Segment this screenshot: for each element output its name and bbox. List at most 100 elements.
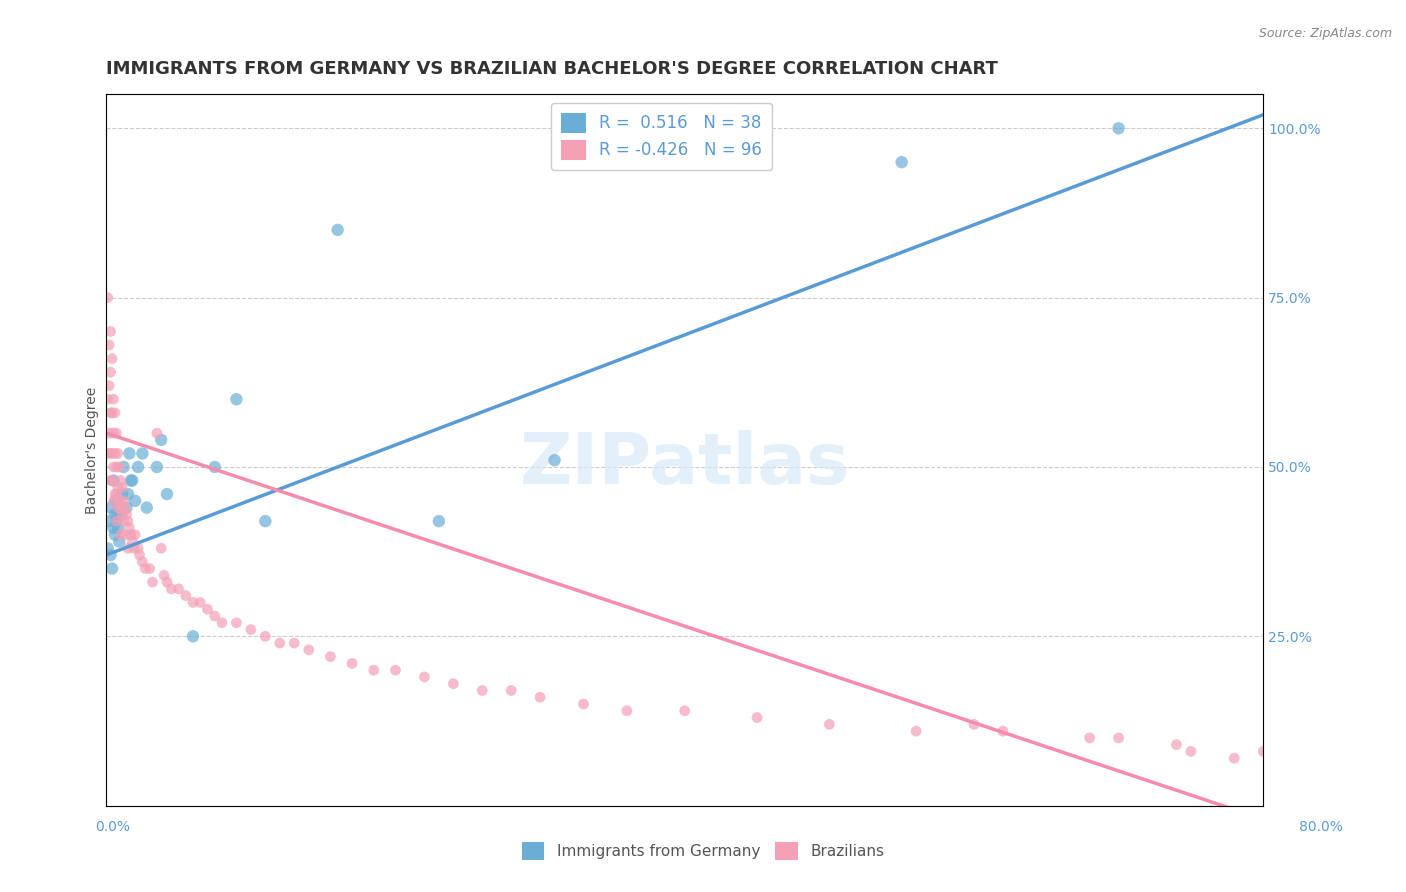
Point — [118, 521, 141, 535]
Text: 0.0%: 0.0% — [96, 821, 131, 834]
Point — [107, 480, 129, 494]
Point — [115, 500, 138, 515]
Point — [104, 527, 127, 541]
Point — [108, 534, 131, 549]
Point — [117, 514, 139, 528]
Point — [384, 663, 406, 677]
Point — [269, 636, 291, 650]
Point — [326, 223, 349, 237]
Point — [103, 460, 125, 475]
Point — [103, 474, 125, 488]
Point — [101, 406, 124, 420]
Point — [153, 568, 176, 582]
Point — [890, 155, 912, 169]
Point — [673, 704, 696, 718]
Point — [97, 446, 120, 460]
Point — [501, 683, 523, 698]
Point — [111, 508, 134, 522]
Point — [110, 527, 132, 541]
Point — [105, 514, 128, 528]
Point — [122, 541, 145, 556]
Point — [1108, 731, 1130, 745]
Legend: Immigrants from Germany, Brazilians: Immigrants from Germany, Brazilians — [516, 836, 890, 866]
Point — [124, 527, 146, 541]
Point — [97, 541, 120, 556]
Point — [818, 717, 841, 731]
Point — [141, 575, 163, 590]
Point — [150, 433, 173, 447]
Point — [167, 582, 190, 596]
Point — [100, 446, 122, 460]
Point — [100, 548, 122, 562]
Point — [100, 500, 122, 515]
Point — [150, 541, 173, 556]
Point — [98, 378, 121, 392]
Point — [572, 697, 595, 711]
Point — [101, 351, 124, 366]
Point — [225, 615, 247, 630]
Point — [103, 392, 125, 407]
Point — [1180, 744, 1202, 758]
Point — [471, 683, 494, 698]
Point — [1078, 731, 1101, 745]
Point — [181, 629, 204, 643]
Point — [97, 291, 120, 305]
Point — [108, 460, 131, 475]
Point — [100, 365, 122, 379]
Point — [745, 710, 768, 724]
Point — [181, 595, 204, 609]
Text: Source: ZipAtlas.com: Source: ZipAtlas.com — [1258, 27, 1392, 40]
Point — [363, 663, 385, 677]
Point — [239, 623, 262, 637]
Point — [105, 514, 128, 528]
Point — [127, 460, 149, 475]
Point — [121, 474, 143, 488]
Point — [115, 508, 138, 522]
Text: 80.0%: 80.0% — [1299, 821, 1343, 834]
Point — [105, 493, 128, 508]
Point — [283, 636, 305, 650]
Point — [107, 521, 129, 535]
Text: IMMIGRANTS FROM GERMANY VS BRAZILIAN BACHELOR'S DEGREE CORRELATION CHART: IMMIGRANTS FROM GERMANY VS BRAZILIAN BAC… — [107, 60, 998, 78]
Point — [146, 460, 169, 475]
Point — [616, 704, 638, 718]
Point — [100, 474, 122, 488]
Point — [117, 487, 139, 501]
Point — [105, 487, 128, 501]
Point — [110, 474, 132, 488]
Point — [204, 609, 226, 624]
Point — [112, 493, 135, 508]
Point — [104, 446, 127, 460]
Point — [100, 406, 122, 420]
Point — [105, 426, 128, 441]
Point — [131, 446, 153, 460]
Point — [110, 508, 132, 522]
Point — [98, 426, 121, 441]
Point — [254, 514, 277, 528]
Point — [298, 643, 321, 657]
Point — [103, 426, 125, 441]
Point — [103, 493, 125, 508]
Point — [97, 392, 120, 407]
Point — [1251, 744, 1274, 758]
Point — [120, 527, 142, 541]
Point — [112, 514, 135, 528]
Point — [174, 589, 197, 603]
Point — [1223, 751, 1246, 765]
Point — [225, 392, 247, 407]
Point — [108, 493, 131, 508]
Point — [104, 508, 127, 522]
Point — [128, 548, 150, 562]
Point — [111, 487, 134, 501]
Legend: R =  0.516   N = 38, R = -0.426   N = 96: R = 0.516 N = 38, R = -0.426 N = 96 — [551, 103, 772, 170]
Point — [1267, 751, 1289, 765]
Y-axis label: Bachelor's Degree: Bachelor's Degree — [86, 386, 100, 514]
Point — [107, 446, 129, 460]
Point — [441, 677, 464, 691]
Point — [146, 426, 169, 441]
Point — [104, 487, 127, 501]
Point — [98, 338, 121, 352]
Point — [107, 500, 129, 515]
Point — [100, 325, 122, 339]
Point — [107, 508, 129, 522]
